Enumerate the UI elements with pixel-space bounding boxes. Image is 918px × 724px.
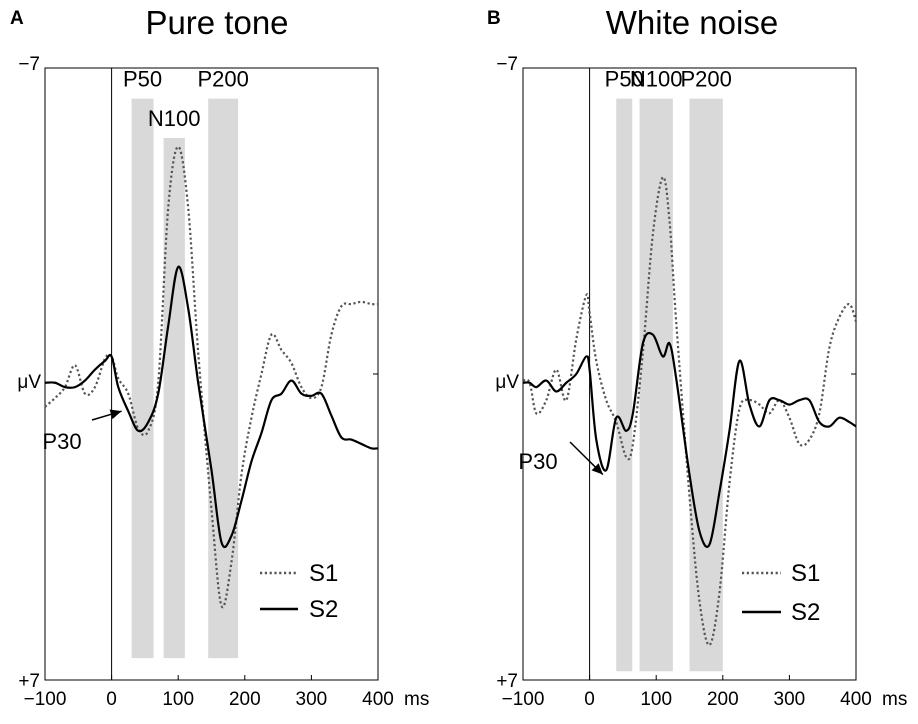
p30-arrowhead [109, 409, 122, 420]
x-tick-label: 300 [774, 689, 806, 710]
legend-label-s2: S2 [309, 596, 338, 623]
panel-label: A [10, 8, 24, 29]
x-tick-label: −100 [24, 689, 67, 710]
x-tick-label: 400 [840, 689, 872, 710]
x-tick-label: 400 [362, 689, 394, 710]
panel-a: P50 N100 P200 −100 0 100 200 300 400 ms −7 +7 μV A Pur… [10, 4, 429, 710]
legend-label-s1: S1 [309, 560, 338, 587]
x-unit-label: ms [404, 689, 429, 710]
x-tick-label: −100 [502, 689, 545, 710]
legend-label-s2: S2 [791, 599, 820, 626]
series-line-s1 [522, 176, 858, 647]
panel-label: B [487, 8, 501, 29]
window-label-n100: N100 [148, 106, 201, 131]
x-tick-label: 0 [106, 689, 117, 710]
x-tick-label: 0 [584, 689, 595, 710]
panel-title: White noise [606, 4, 778, 41]
window-n100 [639, 98, 673, 672]
window-p50 [616, 98, 633, 672]
p30-label: P30 [42, 429, 81, 454]
window-label-p50: P50 [123, 67, 162, 92]
y-tick-top: −7 [18, 54, 40, 75]
p30-arrowhead [591, 463, 603, 475]
p30-label: P30 [518, 449, 557, 474]
series-line-s1 [44, 145, 379, 609]
x-unit-label: ms [882, 689, 907, 710]
x-tick-label: 100 [162, 689, 194, 710]
series-line-s2 [522, 331, 857, 548]
x-tick-label: 300 [296, 689, 328, 710]
y-tick-top: −7 [496, 54, 518, 75]
x-tick-label: 200 [229, 689, 261, 710]
y-tick-bottom: +7 [18, 671, 40, 692]
window-label-p50: P50 [605, 67, 644, 92]
window-p200 [208, 98, 239, 659]
window-label-p200: P200 [680, 67, 731, 92]
x-tick-label: 100 [640, 689, 672, 710]
window-n100 [163, 137, 185, 659]
y-axis-label: μV [17, 372, 41, 393]
window-label-p200: P200 [197, 67, 248, 92]
window-label-n100: N100 [630, 67, 683, 92]
series-line-s2 [44, 265, 379, 548]
window-p50 [131, 98, 154, 659]
panel-title: Pure tone [145, 4, 288, 41]
y-tick-bottom: +7 [496, 671, 518, 692]
legend-label-s1: S1 [791, 560, 820, 587]
x-tick-label: 200 [707, 689, 739, 710]
window-p200 [689, 98, 723, 672]
y-axis-label: μV [495, 372, 519, 393]
